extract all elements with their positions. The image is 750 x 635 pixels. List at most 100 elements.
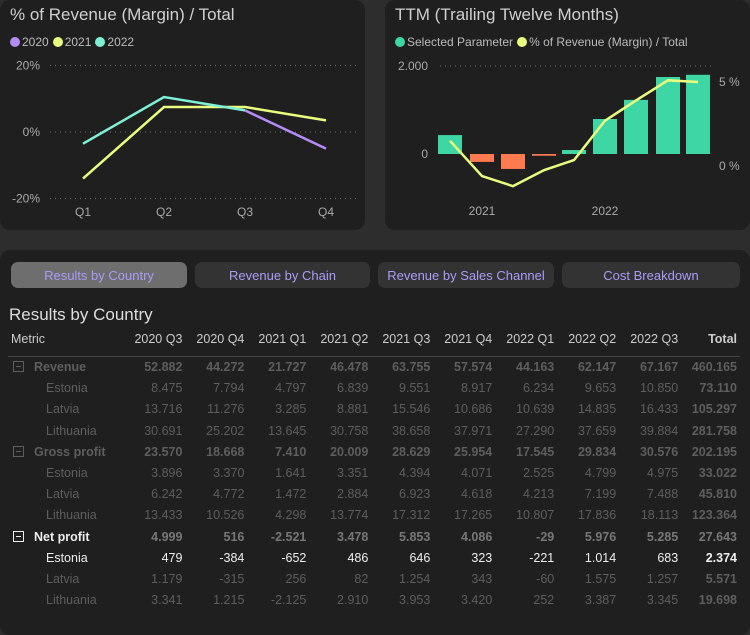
- cell-value: 13.645: [268, 423, 307, 438]
- cell-value: 4.071: [460, 466, 493, 481]
- cell-value: 45.810: [698, 487, 737, 502]
- tab-revenue-by-sales-channel[interactable]: Revenue by Sales Channel: [378, 262, 554, 288]
- cell-value: 44.272: [206, 360, 245, 375]
- row-label: Latvia: [8, 568, 123, 589]
- collapse-icon[interactable]: [13, 361, 24, 373]
- row-label-text: Lithuania: [46, 593, 97, 608]
- tab-cost-breakdown[interactable]: Cost Breakdown: [562, 262, 740, 288]
- row-label: Revenue: [8, 357, 123, 378]
- collapse-icon[interactable]: [13, 530, 24, 542]
- column-header[interactable]: 2022 Q2: [557, 328, 620, 357]
- cell-value: 6.234: [522, 381, 555, 396]
- legend-item[interactable]: 2022: [95, 35, 134, 49]
- cell-value: 3.285: [275, 402, 307, 417]
- cell-value: 18.668: [206, 444, 245, 459]
- cell-value: 8.475: [151, 381, 183, 396]
- table-row[interactable]: Lithuania 30.691 25.202 13.645 30.758 38.658 3…: [8, 420, 740, 441]
- bar: [656, 77, 680, 154]
- cell-value: 15.546: [392, 402, 431, 417]
- table-row[interactable]: Latvia 6.242 4.772 1.472 2.884 6.923 4.618 4.21…: [8, 484, 740, 505]
- cell-value: 2.525: [522, 466, 555, 481]
- cell-value: 1.641: [275, 466, 307, 481]
- row-label: Net profit: [8, 526, 123, 547]
- column-header[interactable]: 2022 Q3: [619, 328, 682, 357]
- table-row[interactable]: Gross profit 23.570 18.668 7.410 20.009 28.62…: [8, 441, 740, 462]
- chart-title: % of Revenue (Margin) / Total: [10, 5, 235, 24]
- legend-label: % of Revenue (Margin) / Total: [529, 35, 688, 49]
- table-row[interactable]: Latvia 13.716 11.276 3.285 8.881 15.546 10.686…: [8, 399, 740, 420]
- table-row[interactable]: Net profit 4.999 516 -2.521 3.478 5.853 4.086 -…: [8, 526, 740, 547]
- cell-value: 17.265: [454, 508, 493, 523]
- row-label: Latvia: [8, 484, 123, 505]
- bar: [501, 154, 525, 169]
- column-header[interactable]: Metric: [8, 328, 124, 357]
- x-tick-label: Q2: [156, 205, 172, 219]
- row-label: Estonia: [8, 378, 123, 399]
- collapse-icon[interactable]: [13, 445, 24, 457]
- cell-value: 13.433: [144, 508, 183, 523]
- cell-value: 18.113: [640, 508, 679, 523]
- legend-item[interactable]: 2021: [52, 35, 91, 49]
- cell-value: 4.618: [460, 487, 493, 502]
- table-row[interactable]: Estonia 3.896 3.370 1.641 3.351 4.394 4.071 2.5…: [8, 462, 740, 483]
- legend-item[interactable]: % of Revenue (Margin) / Total: [517, 35, 688, 49]
- cell-value: 2.884: [337, 487, 369, 502]
- tab-revenue-by-chain[interactable]: Revenue by Chain: [195, 262, 370, 288]
- row-label-text: Latvia: [46, 487, 80, 502]
- legend-label: 2020: [22, 35, 49, 49]
- cell-value: 4.797: [275, 381, 307, 396]
- cell-value: 17.836: [577, 508, 617, 523]
- x-tick-label: Q3: [237, 205, 253, 219]
- cell-value: 27.643: [698, 529, 737, 544]
- cell-value: 4.975: [646, 466, 679, 481]
- cell-value: 5.976: [584, 529, 617, 544]
- column-header[interactable]: 2021 Q2: [309, 328, 372, 357]
- table-row[interactable]: Lithuania 3.341 1.215 -2.125 2.910 3.953 3.420…: [8, 590, 740, 611]
- row-label-text: Revenue: [34, 360, 87, 375]
- column-header[interactable]: 2020 Q3: [123, 328, 186, 357]
- cell-value: 343: [471, 571, 493, 586]
- column-header[interactable]: 2020 Q4: [185, 328, 248, 357]
- row-label-text: Net profit: [34, 529, 90, 544]
- cell-value: 21.727: [268, 360, 307, 375]
- table-row[interactable]: Lithuania 13.433 10.526 4.298 13.774 17.312 17…: [8, 505, 740, 526]
- cell-value: 479: [161, 550, 183, 565]
- column-header[interactable]: Total: [681, 328, 740, 357]
- table-row[interactable]: Latvia 1.179 -315 256 82 1.254 343 -60 1.575 1.25…: [8, 568, 740, 589]
- table-row[interactable]: Estonia 8.475 7.794 4.797 6.839 9.551 8.917 6.2…: [8, 378, 740, 399]
- cell-value: 5.285: [646, 529, 679, 544]
- bar: [532, 154, 556, 156]
- cell-value: 3.420: [460, 593, 493, 608]
- row-label-text: Latvia: [46, 571, 80, 586]
- cell-value: 17.312: [392, 508, 431, 523]
- margin-line: [449, 79, 699, 188]
- table-row[interactable]: Revenue 52.882 44.272 21.727 46.478 63.755 57.…: [8, 357, 740, 378]
- cell-value: 39.884: [639, 423, 679, 438]
- cell-value: 82: [354, 571, 369, 586]
- cell-value: 281.758: [691, 423, 737, 438]
- tab-results-by-country[interactable]: Results by Country: [11, 262, 187, 288]
- legend-dot-icon: [10, 37, 20, 47]
- row-label-text: Latvia: [46, 402, 80, 417]
- cell-value: 7.488: [646, 487, 679, 502]
- cell-value: 6.242: [151, 487, 183, 502]
- column-header[interactable]: 2021 Q1: [247, 328, 310, 357]
- column-header[interactable]: 2021 Q3: [371, 328, 434, 357]
- cell-value: 4.799: [584, 466, 617, 481]
- column-header[interactable]: 2021 Q4: [433, 328, 496, 357]
- row-label-text: Estonia: [46, 466, 88, 481]
- cell-value: 1.472: [275, 487, 307, 502]
- cell-value: 37.659: [577, 423, 617, 438]
- cell-value: 7.794: [213, 381, 245, 396]
- column-header[interactable]: 2022 Q1: [495, 328, 558, 357]
- bar: [686, 74, 710, 154]
- legend-item[interactable]: 2020: [10, 35, 49, 49]
- cell-value: 202.195: [691, 444, 737, 459]
- cell-value: 8.881: [337, 402, 369, 417]
- cell-value: 3.345: [646, 593, 679, 608]
- row-label-text: Lithuania: [46, 423, 97, 438]
- table-row[interactable]: Estonia 479 -384 -652 486 646 323 -221 1.014 683 2…: [8, 547, 740, 568]
- legend-item[interactable]: Selected Parameter: [395, 35, 513, 49]
- row-label-text: Lithuania: [46, 508, 97, 523]
- legend-dot-icon: [52, 37, 63, 47]
